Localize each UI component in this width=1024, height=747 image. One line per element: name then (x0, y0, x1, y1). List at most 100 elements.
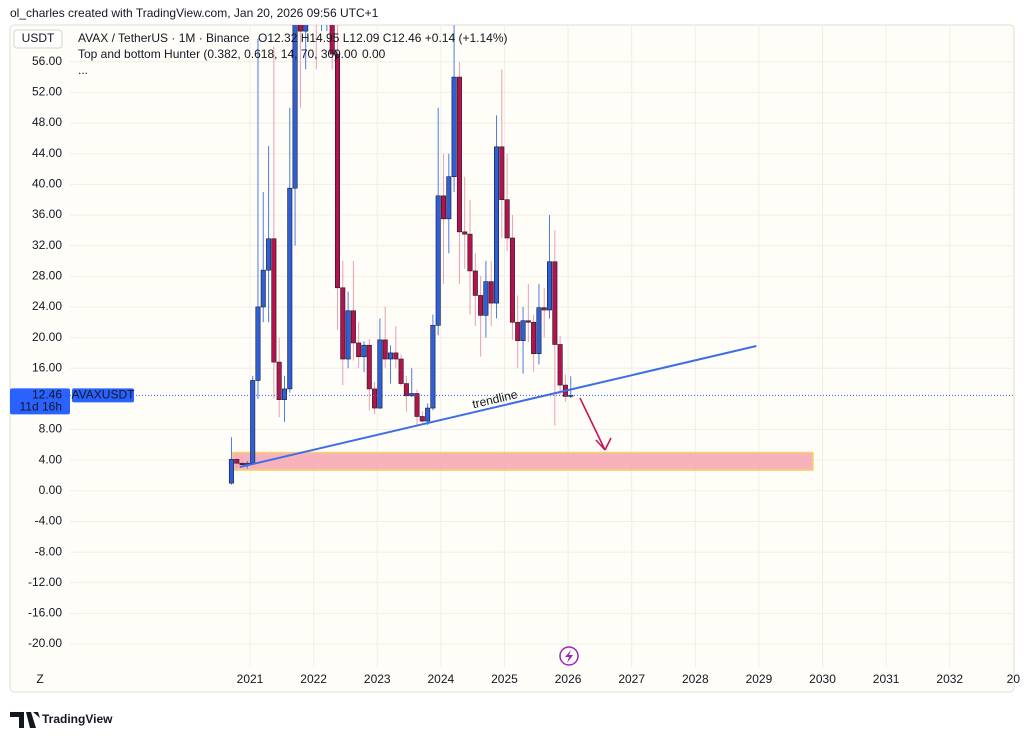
y-tick-label: 56.00 (32, 54, 62, 68)
x-tick-label: 2031 (873, 672, 900, 686)
candle-body (520, 320, 526, 341)
candle-body (499, 146, 505, 200)
indicator-value: 0.00 (334, 47, 358, 61)
y-tick-label: 4.00 (39, 452, 63, 466)
y-tick-label: 48.00 (32, 115, 62, 129)
x-tick-label: 2025 (491, 672, 518, 686)
candle-body (478, 295, 484, 316)
y-tick-label: 32.00 (32, 238, 62, 252)
y-tick-label: 40.00 (32, 177, 62, 191)
x-tick-label: 2032 (936, 672, 963, 686)
candle-body (271, 238, 277, 363)
candle-body (515, 321, 521, 341)
lightning-glyph (565, 650, 573, 663)
candle-body (356, 342, 362, 358)
candle-body (467, 233, 473, 272)
x-tick-label: 2030 (809, 672, 836, 686)
axes: 56.00 52.00 48.00 44.00 40.00 36.00 32.00 28.00… (28, 54, 1020, 686)
price-badge (10, 388, 70, 415)
x-tick-label: 2021 (237, 672, 264, 686)
countdown: 11d 16h (20, 400, 63, 414)
y-tick-label: -20.00 (28, 636, 62, 650)
candle-body (525, 320, 531, 323)
currency-box[interactable] (13, 29, 63, 49)
y-tick-label: 24.00 (32, 299, 62, 313)
candle-body (494, 146, 500, 304)
candle-body (255, 306, 261, 381)
candle-body (504, 199, 510, 239)
trendline (239, 345, 757, 469)
y-tick-label: 44.00 (32, 146, 62, 160)
candle-body (547, 261, 553, 311)
y-tick-label: -12.00 (28, 575, 62, 589)
candle-body (345, 310, 351, 360)
candle-body (372, 388, 378, 409)
candle-body (483, 281, 489, 316)
candle-body (531, 321, 537, 354)
candle-body (228, 459, 234, 484)
x-tick-label: 2028 (682, 672, 709, 686)
candle-body (536, 307, 542, 354)
candle-body (430, 325, 436, 409)
candle-body (334, 53, 340, 289)
candle-body (287, 187, 293, 390)
candle-body (435, 195, 441, 326)
y-tick-label: 8.00 (39, 422, 63, 436)
candle-body (425, 407, 431, 422)
candle-body (488, 281, 494, 304)
candle-body (377, 339, 383, 409)
x-tick-label: 2026 (555, 672, 582, 686)
y-tick-label: -4.00 (35, 514, 63, 528)
candle-body (297, 25, 303, 32)
indicator-name: Top and bottom Hunter (0.382, 0.618, 14,… (78, 47, 338, 61)
candle-body (281, 388, 287, 400)
x-tick-label: 2027 (618, 672, 645, 686)
logo-mark (10, 712, 40, 728)
candle-body (329, 25, 335, 55)
x-tick-label: 2024 (428, 672, 455, 686)
support-zone (231, 451, 814, 471)
candle-body (260, 269, 266, 308)
y-tick-label: 28.00 (32, 268, 62, 282)
candle-body (398, 358, 404, 384)
currency[interactable]: USDT (22, 31, 55, 45)
candle-body (382, 339, 388, 360)
more-button[interactable]: ... (78, 63, 88, 77)
candle-body (361, 344, 367, 358)
candle-body (403, 383, 409, 397)
candle-body (419, 416, 425, 422)
y-tick-label: -16.00 (28, 606, 62, 620)
y-tick-label: 52.00 (32, 85, 62, 99)
z-button[interactable]: Z (36, 672, 43, 686)
candle-body (541, 307, 547, 311)
indicator-value: 0.00 (362, 47, 386, 61)
candle-body (234, 459, 240, 464)
candle-body (441, 195, 447, 220)
candle-body (456, 76, 462, 233)
candle-body (409, 393, 415, 397)
candle-body (509, 237, 515, 323)
candle-body (303, 25, 309, 32)
candle-body (414, 393, 420, 417)
candle-body (557, 344, 563, 386)
candle-body (446, 176, 452, 220)
candle-body (292, 25, 298, 189)
chart-frame (9, 24, 1015, 693)
candle-body (276, 361, 282, 400)
candle-body (552, 261, 558, 345)
brand: TradingView (42, 712, 113, 726)
candle-body (568, 395, 574, 397)
candle-body (250, 380, 256, 464)
candle-body (451, 76, 457, 177)
x-tick-label: 20 (1007, 672, 1021, 686)
price-label: 12.46 (32, 388, 62, 402)
ohlc-values: O12.32 H14.95 L12.09 C12.46 +0.14 (+1.14… (258, 31, 508, 45)
candle-body (350, 310, 356, 344)
overlay: USDT AVAX / TetherUS · 1M · Binance O12.… (10, 29, 612, 728)
candle-body (340, 287, 346, 360)
y-tick-label: 16.00 (32, 360, 62, 374)
candle-body (366, 344, 372, 390)
arrow (579, 397, 612, 451)
x-tick-label: 2023 (364, 672, 391, 686)
